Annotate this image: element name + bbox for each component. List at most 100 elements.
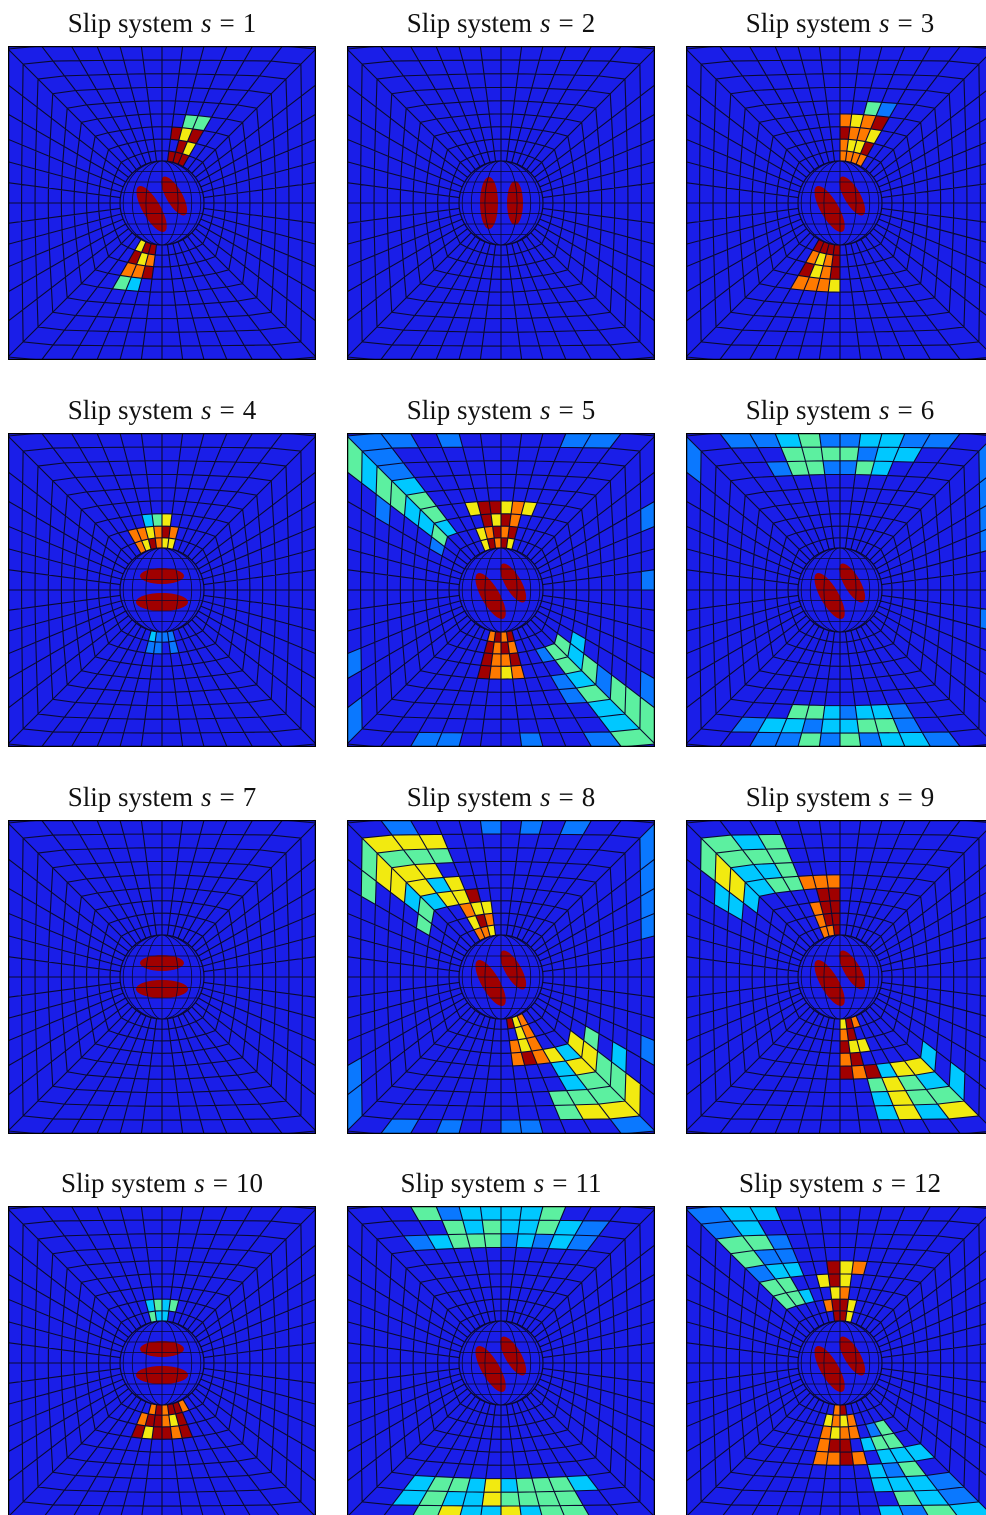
mesh-panel (347, 1206, 655, 1515)
panel-title: Slip system s = 3 (746, 8, 935, 38)
title-relation: = (220, 782, 235, 812)
slip-region (816, 887, 882, 1080)
mesh-panel (8, 1206, 316, 1515)
title-text: Slip system (68, 8, 193, 38)
sphere-grid (120, 934, 204, 1020)
sphere-slip (136, 186, 167, 232)
slip-region (809, 114, 882, 293)
title-text: Slip system (407, 8, 532, 38)
panel-border (8, 820, 316, 1134)
mesh-panel (8, 433, 316, 747)
slip-region (459, 902, 551, 1066)
sphere-grid (459, 547, 543, 633)
panel-title: Slip system s = 5 (407, 395, 596, 425)
panel-border (8, 433, 316, 747)
mesh-panel (686, 433, 986, 747)
sphere-slip (814, 186, 845, 232)
title-index: 3 (921, 8, 935, 38)
slip-region (876, 102, 898, 118)
slip-region (347, 433, 655, 747)
sphere-grid (459, 934, 543, 1020)
panel-title: Slip system s = 4 (68, 395, 257, 425)
panel-title: Slip system s = 6 (746, 395, 935, 425)
sphere-slip (814, 573, 845, 619)
title-index: 6 (921, 395, 935, 425)
title-index: 12 (914, 1168, 941, 1198)
sphere-slip (500, 563, 527, 603)
slip-region (151, 513, 162, 527)
mesh-panel (347, 46, 655, 360)
panel-border (347, 820, 655, 1134)
mesh-panel (686, 1206, 986, 1515)
panel-border (347, 433, 655, 747)
title-symbol: s (540, 395, 551, 425)
panel-border (347, 1206, 655, 1515)
slip-region (361, 838, 626, 1120)
panel-title: Slip system s = 9 (746, 782, 935, 812)
title-text: Slip system (400, 1168, 525, 1198)
title-index: 5 (582, 395, 596, 425)
title-symbol: s (201, 8, 212, 38)
title-symbol: s (879, 8, 890, 38)
title-index: 2 (582, 8, 596, 38)
title-relation: = (559, 395, 574, 425)
title-text: Slip system (746, 782, 871, 812)
mesh-panel (347, 433, 655, 747)
sphere-grid (798, 160, 882, 246)
title-symbol: s (879, 782, 890, 812)
slip-region (347, 436, 655, 747)
sphere-grid (120, 160, 204, 246)
slip-region (715, 853, 979, 1120)
title-symbol: s (540, 8, 551, 38)
title-symbol: s (194, 1168, 205, 1198)
panel-title: Slip system s = 10 (61, 1168, 263, 1198)
title-relation: = (891, 1168, 906, 1198)
panel-border (8, 46, 316, 360)
sphere-slip (475, 1346, 506, 1392)
mesh-panel (347, 820, 655, 1134)
title-text: Slip system (739, 1168, 864, 1198)
title-index: 7 (243, 782, 257, 812)
sphere-grid (120, 1320, 204, 1406)
slip-region (686, 1206, 979, 1515)
title-relation: = (213, 1168, 228, 1198)
title-relation: = (220, 395, 235, 425)
slip-region (392, 1206, 599, 1515)
title-relation: = (559, 8, 574, 38)
sphere-slip (500, 1336, 527, 1376)
slip-region (716, 1235, 957, 1515)
sphere-slip (839, 176, 866, 216)
sphere-slip (500, 950, 527, 990)
title-text: Slip system (68, 782, 193, 812)
mesh-panel (8, 46, 316, 360)
sphere-slip (475, 960, 506, 1006)
title-symbol: s (872, 1168, 883, 1198)
slip-region (403, 1206, 610, 1251)
mesh-panel (686, 46, 986, 360)
title-relation: = (898, 395, 913, 425)
title-symbol: s (534, 1168, 545, 1198)
title-symbol: s (201, 395, 212, 425)
slip-region (816, 1260, 857, 1440)
panel-title: Slip system s = 7 (68, 782, 257, 812)
title-text: Slip system (746, 395, 871, 425)
sphere-grid (798, 1320, 882, 1406)
sphere-slip (814, 960, 845, 1006)
panel-title: Slip system s = 2 (407, 8, 596, 38)
title-symbol: s (540, 782, 551, 812)
slip-region (141, 513, 176, 552)
sphere-grid (798, 547, 882, 633)
sphere-slip (839, 1336, 866, 1376)
title-relation: = (220, 8, 235, 38)
slip-region (120, 253, 156, 279)
title-index: 9 (921, 782, 935, 812)
title-text: Slip system (407, 395, 532, 425)
slip-region (484, 501, 525, 680)
sphere-grid (120, 547, 204, 633)
panel-border (686, 1206, 986, 1515)
sphere-slip (814, 1346, 845, 1392)
slip-region (404, 877, 627, 1091)
title-symbol: s (879, 395, 890, 425)
panel-title: Slip system s = 12 (739, 1168, 941, 1198)
sphere-slip (475, 573, 506, 619)
